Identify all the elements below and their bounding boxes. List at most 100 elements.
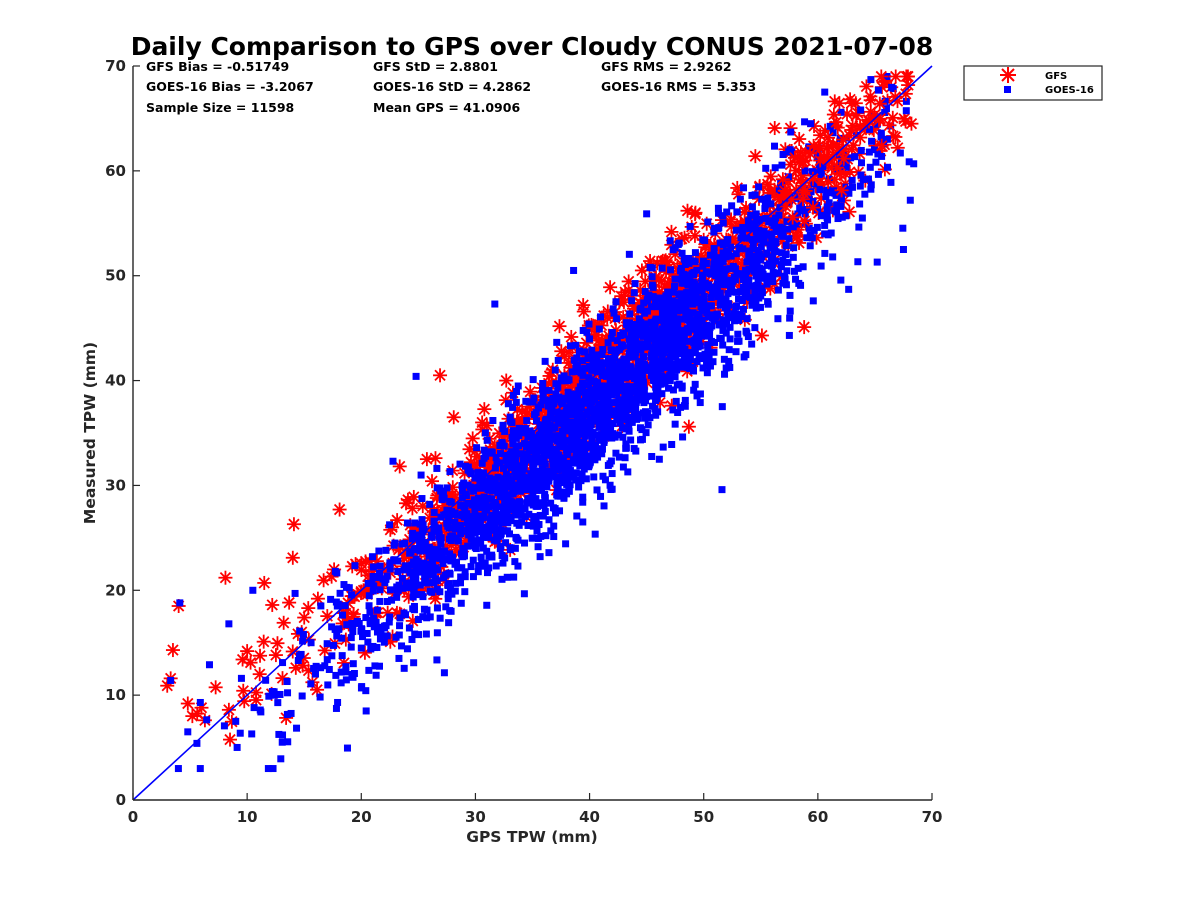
goes-cloud-point bbox=[399, 584, 407, 592]
goes-cloud-point bbox=[473, 502, 481, 510]
goes-cloud-point bbox=[581, 449, 589, 457]
goes-cloud-point bbox=[589, 450, 597, 458]
goes-cloud-point bbox=[702, 268, 710, 276]
goes-cloud-point bbox=[464, 463, 472, 471]
goes-cloud-point bbox=[394, 557, 402, 565]
goes-cloud-point bbox=[735, 295, 743, 303]
goes-cloud-point bbox=[755, 285, 763, 293]
goes-cloud-point bbox=[480, 469, 488, 477]
goes-cloud-point bbox=[250, 704, 258, 712]
goes-cloud-point bbox=[461, 588, 469, 596]
goes-point bbox=[249, 586, 257, 594]
goes-cloud-point bbox=[553, 338, 561, 346]
goes-point bbox=[683, 326, 691, 334]
goes-cloud-point bbox=[704, 218, 712, 226]
goes-cloud-point bbox=[416, 563, 424, 571]
goes-cloud-point bbox=[545, 516, 553, 524]
goes-cloud-point bbox=[792, 275, 800, 283]
goes-cloud-point bbox=[673, 315, 681, 323]
goes-cloud-point bbox=[588, 435, 596, 443]
goes-point bbox=[395, 654, 403, 662]
goes-cloud-point bbox=[460, 527, 468, 535]
goes-cloud-point bbox=[685, 259, 693, 267]
goes-cloud-point bbox=[690, 271, 698, 279]
goes-cloud-point bbox=[647, 372, 655, 380]
goes-point bbox=[493, 537, 501, 545]
goes-cloud-point bbox=[438, 493, 446, 501]
goes-cloud-point bbox=[742, 351, 750, 359]
gfs-cloud-point bbox=[664, 224, 679, 239]
goes-cloud-point bbox=[821, 249, 829, 257]
goes-point bbox=[412, 372, 420, 380]
goes-cloud-point bbox=[556, 507, 564, 515]
goes-cloud-point bbox=[433, 604, 441, 612]
goes-cloud-point bbox=[417, 535, 425, 543]
goes-cloud-point bbox=[423, 614, 431, 622]
goes-cloud-point bbox=[493, 459, 501, 467]
goes-cloud-point bbox=[748, 203, 756, 211]
goes-cloud-point bbox=[774, 269, 782, 277]
goes-cloud-point bbox=[600, 438, 608, 446]
goes-cloud-point bbox=[734, 330, 742, 338]
goes-point bbox=[615, 453, 623, 461]
goes-cloud-point bbox=[745, 222, 753, 230]
goes-cloud-point bbox=[497, 450, 505, 458]
goes-cloud-point bbox=[264, 765, 272, 773]
gfs-cloud-point bbox=[767, 121, 782, 136]
goes-cloud-point bbox=[532, 417, 540, 425]
goes-cloud-point bbox=[753, 235, 761, 243]
goes-cloud-point bbox=[461, 568, 469, 576]
goes-cloud-point bbox=[520, 590, 528, 598]
goes-cloud-point bbox=[841, 163, 849, 171]
goes-cloud-point bbox=[678, 343, 686, 351]
goes-cloud-point bbox=[743, 315, 751, 323]
goes-cloud-point bbox=[688, 349, 696, 357]
goes-cloud-point bbox=[475, 528, 483, 536]
gfs-std-label: GFS StD = 2.8801 bbox=[373, 59, 498, 74]
goes-cloud-point bbox=[784, 258, 792, 266]
goes-cloud-point bbox=[343, 621, 351, 629]
goes-cloud-point bbox=[347, 643, 355, 651]
goes-cloud-point bbox=[667, 266, 675, 274]
gfs-cloud-point bbox=[806, 200, 821, 215]
goes-cloud-point bbox=[535, 521, 543, 529]
goes-cloud-point bbox=[275, 730, 283, 738]
goes-cloud-point bbox=[693, 328, 701, 336]
goes-cloud-point bbox=[794, 264, 802, 272]
goes-cloud-point bbox=[607, 485, 615, 493]
goes-cloud-point bbox=[457, 502, 465, 510]
goes-cloud-point bbox=[621, 387, 629, 395]
goes-cloud-point bbox=[487, 526, 495, 534]
goes-cloud-point bbox=[848, 183, 856, 191]
goes-cloud-point bbox=[776, 204, 784, 212]
goes-cloud-point bbox=[646, 392, 654, 400]
goes-point bbox=[265, 692, 273, 700]
goes-cloud-point bbox=[441, 547, 449, 555]
goes-cloud-point bbox=[523, 417, 531, 425]
goes-cloud-point bbox=[278, 738, 286, 746]
goes-cloud-point bbox=[500, 505, 508, 513]
goes-cloud-point bbox=[542, 436, 550, 444]
goes-cloud-point bbox=[848, 176, 856, 184]
goes-cloud-point bbox=[557, 492, 565, 500]
goes-cloud-point bbox=[615, 381, 623, 389]
goes-cloud-point bbox=[748, 301, 756, 309]
goes-cloud-point bbox=[377, 630, 385, 638]
goes-cloud-point bbox=[418, 591, 426, 599]
goes-cloud-point bbox=[867, 185, 875, 193]
goes-cloud-point bbox=[738, 297, 746, 305]
goes-cloud-point bbox=[628, 331, 636, 339]
y-tick-label: 70 bbox=[105, 57, 126, 75]
goes-cloud-point bbox=[580, 465, 588, 473]
goes-cloud-point bbox=[376, 562, 384, 570]
goes-cloud-point bbox=[488, 517, 496, 525]
goes-cloud-point bbox=[626, 342, 634, 350]
goes-cloud-point bbox=[764, 231, 772, 239]
goes-cloud-point bbox=[520, 480, 528, 488]
goes-cloud-point bbox=[445, 517, 453, 525]
goes-cloud-point bbox=[373, 574, 381, 582]
goes-cloud-point bbox=[606, 481, 614, 489]
goes-cloud-point bbox=[262, 676, 270, 684]
goes-cloud-point bbox=[701, 237, 709, 245]
goes-cloud-point bbox=[524, 495, 532, 503]
